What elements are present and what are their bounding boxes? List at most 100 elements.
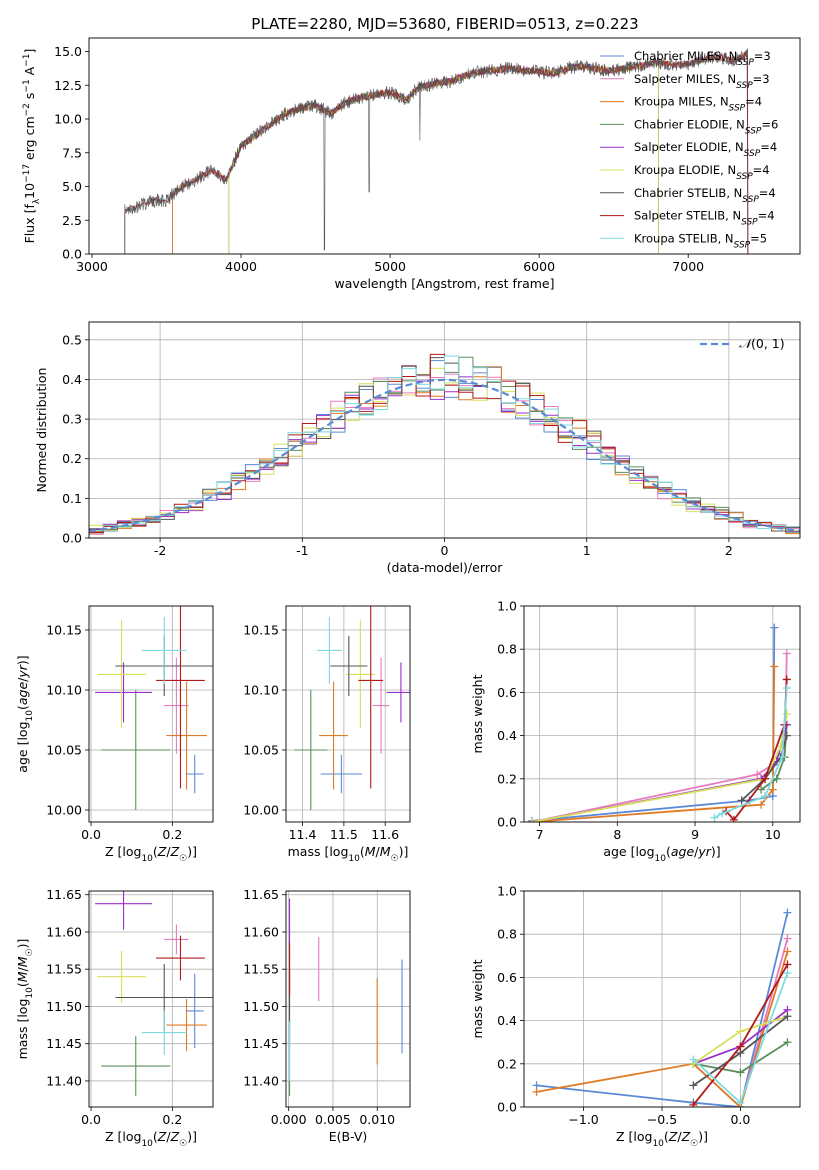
y-tick-label: 0.2 <box>62 451 82 466</box>
y-tick-label: 0.4 <box>62 372 82 387</box>
plot-area <box>89 353 800 537</box>
y-tick-label: 11.60 <box>243 924 279 939</box>
y-tick-label: 0.6 <box>497 970 517 985</box>
y-tick-label: 11.55 <box>243 962 279 977</box>
plot-area <box>294 606 410 810</box>
weight-line-KroupaMILES <box>531 666 776 822</box>
y-tick-label: 0.5 <box>62 332 82 347</box>
legend-label: Kroupa MILES, NSSP=4 <box>634 95 762 114</box>
weight-marker-KroupaSTELIB <box>782 684 791 693</box>
spectrum-model-ChabrierELODIE <box>228 59 659 254</box>
x-tick-label: 0 <box>441 543 449 558</box>
chart-age_vs_mass: 11.4 11.5 11.6 10.00 10.05 10.10 10.15 mass [lo… <box>243 605 411 864</box>
weight-marker-KroupaELODIE <box>736 1027 745 1036</box>
weight-marker-SalpeterSTELIB <box>729 815 738 822</box>
legend-label: Chabrier MILES, NSSP=3 <box>634 49 771 68</box>
normal-curve <box>89 378 800 533</box>
x-axis-label: Z [log10(Z/Z☉)] <box>105 844 197 864</box>
legend: Chabrier MILES, NSSP=3 Salpeter MILES, NS… <box>600 49 778 250</box>
weight-marker-KroupaSTELIB <box>778 753 787 762</box>
y-tick-label: 10.00 <box>46 803 82 818</box>
x-tick-label: 8 <box>613 827 621 842</box>
y-tick-label: 11.40 <box>243 1073 279 1088</box>
axes-frame <box>285 605 411 823</box>
chart-residuals: -2 -1 0 1 2 0.0 0.1 0.2 0.3 0.4 0.5 (data-model)/er… <box>34 321 801 575</box>
weight-marker-SalpeterSTELIB <box>736 1042 745 1051</box>
x-tick-label: 11.5 <box>330 827 358 842</box>
weight-marker-KroupaSTELIB <box>689 1055 698 1064</box>
legend-label: Salpeter STELIB, NSSP=4 <box>634 209 775 228</box>
y-tick-label: 1.0 <box>497 884 517 899</box>
y-tick-label: 0.6 <box>497 685 517 700</box>
x-tick-label: 11.4 <box>289 827 317 842</box>
y-tick-label: 10.0 <box>54 112 82 127</box>
y-tick-label: 12.5 <box>54 78 82 93</box>
y-tick-label: 0.3 <box>62 412 82 427</box>
x-tick-label: 9 <box>691 827 699 842</box>
y-tick-label: 10.05 <box>243 743 279 758</box>
weight-marker-KroupaSTELIB <box>736 1098 745 1107</box>
weight-marker-KroupaMILES <box>783 947 792 956</box>
x-tick-label: 7000 <box>672 259 704 274</box>
weight-marker-KroupaSTELIB <box>718 809 727 818</box>
axes-frame <box>88 37 801 255</box>
weight-line-SalpeterMILES <box>531 653 788 822</box>
y-tick-label: 11.65 <box>243 887 279 902</box>
y-axis-label: mass [log10(M/M☉)] <box>15 939 35 1060</box>
x-tick-label: 0.010 <box>359 1112 395 1127</box>
y-tick-label: 10.15 <box>243 623 279 638</box>
y-tick-label: 15.0 <box>54 44 82 59</box>
x-tick-label: 0.0 <box>730 1112 750 1127</box>
chart-weight_vs_age: 7 8 9 10 0.0 0.2 0.4 0.6 0.8 1.0 age [log10(age/yr… <box>470 599 801 864</box>
weight-marker-ChabrierMILES <box>783 908 792 917</box>
weight-line-ChabrierMILES <box>536 912 789 1107</box>
x-axis-label: (data-model)/error <box>387 560 504 575</box>
chart-mass_vs_ebv: 0.000 0.005 0.010 11.40 11.45 11.50 11.55 11.60… <box>243 887 411 1144</box>
weight-marker-SalpeterSTELIB <box>761 774 770 783</box>
x-tick-label: -1 <box>296 543 308 558</box>
figure-title: PLATE=2280, MJD=53680, FIBERID=0513, z=0… <box>251 15 638 33</box>
x-tick-label: 0.005 <box>315 1112 351 1127</box>
weight-line-SalpeterELODIE <box>531 724 788 822</box>
weight-marker-SalpeterSTELIB <box>783 960 792 969</box>
x-tick-label: 10 <box>765 827 781 842</box>
y-tick-label: 0.1 <box>62 491 82 506</box>
weight-marker-SalpeterSTELIB <box>689 1100 698 1107</box>
y-tick-label: 10.00 <box>243 803 279 818</box>
x-tick-label: 6000 <box>523 259 555 274</box>
legend-label: Salpeter MILES, NSSP=3 <box>634 72 770 91</box>
x-tick-label: −0.5 <box>647 1112 677 1127</box>
y-tick-label: 0.0 <box>62 247 82 262</box>
plot-area <box>532 908 792 1107</box>
y-tick-label: 10.10 <box>46 683 82 698</box>
legend-label: Kroupa ELODIE, NSSP=4 <box>634 163 770 182</box>
y-tick-label: 0.0 <box>62 531 82 546</box>
x-tick-label: 2 <box>725 543 733 558</box>
y-tick-label: 10.10 <box>243 683 279 698</box>
plot-area <box>527 623 791 822</box>
chart-age_vs_Z: 0.0 0.2 10.00 10.05 10.10 10.15 Z [log10(Z/Z☉)… <box>15 605 214 864</box>
plot-area <box>95 606 213 810</box>
x-axis-label: wavelength [Angstrom, rest frame] <box>334 276 554 291</box>
weight-marker-KroupaMILES <box>757 800 766 809</box>
chart-spectrum: 3000 4000 5000 6000 7000 0.0 2.5 5.0 7.5 10.0 12.5… <box>22 37 801 291</box>
weight-marker-KroupaMILES <box>532 1087 541 1096</box>
y-axis-label: Flux [fλ10−17 erg cm−2 s−1 A−1] <box>22 49 42 244</box>
y-tick-label: 0.8 <box>497 927 517 942</box>
x-tick-label: 4000 <box>225 259 257 274</box>
weight-marker-SalpeterMILES <box>783 934 792 943</box>
y-tick-label: 0.2 <box>497 771 517 786</box>
y-tick-label: 0.4 <box>497 1013 517 1028</box>
axes-frame <box>285 890 411 1108</box>
x-tick-label: -2 <box>154 543 166 558</box>
weight-marker-KroupaSTELIB <box>761 792 770 801</box>
x-tick-label: 11.6 <box>371 827 399 842</box>
y-tick-label: 1.0 <box>497 599 517 614</box>
weight-marker-KroupaSTELIB <box>710 813 719 822</box>
y-tick-label: 11.40 <box>46 1073 82 1088</box>
weight-marker-ChabrierELODIE <box>757 785 766 794</box>
x-tick-label: 0.2 <box>162 1112 182 1127</box>
weight-marker-SalpeterMILES <box>782 649 791 658</box>
weight-marker-KroupaELODIE <box>782 710 791 718</box>
